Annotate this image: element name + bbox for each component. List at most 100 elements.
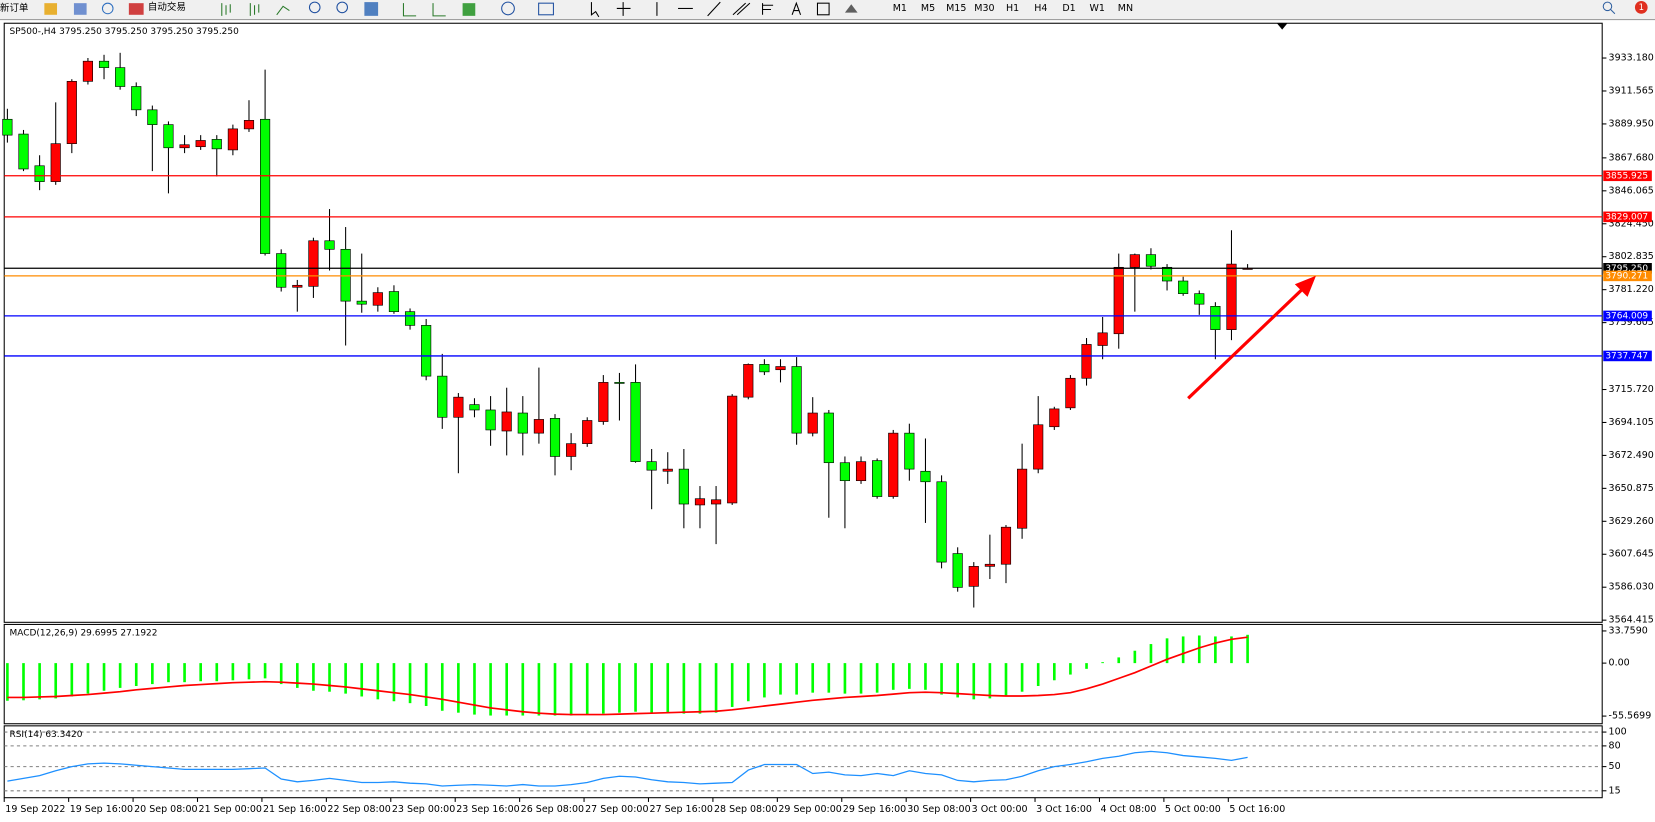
chart-type-icons[interactable] xyxy=(221,3,290,16)
icon[interactable] xyxy=(101,2,114,15)
timeframe-button[interactable]: H1 xyxy=(1006,3,1019,14)
timeframe-button[interactable]: M5 xyxy=(921,3,935,14)
candle-body xyxy=(195,140,206,148)
arrows-tool[interactable] xyxy=(844,4,858,13)
x-tick-label: 3 Oct 16:00 xyxy=(1036,804,1092,815)
candle-body xyxy=(984,563,995,567)
zoom-out[interactable] xyxy=(336,1,349,14)
notification-count: 1 xyxy=(1639,2,1644,12)
fibo-tool[interactable] xyxy=(762,3,774,15)
y-tick-label: 33.7590 xyxy=(1609,625,1648,636)
candle-body xyxy=(566,443,577,457)
candle-body xyxy=(453,396,464,418)
y-tick-label: 100 xyxy=(1609,727,1627,738)
candle-body xyxy=(872,460,883,497)
candle-body xyxy=(904,432,915,470)
text-tool[interactable] xyxy=(791,1,802,15)
y-tick-label: 3846.065 xyxy=(1609,185,1654,196)
timeframe-button[interactable]: D1 xyxy=(1062,3,1075,14)
panel-title: SP500-,H4 3795.250 3795.250 3795.250 379… xyxy=(10,27,240,37)
search-icon[interactable] xyxy=(1610,9,1616,15)
icon[interactable] xyxy=(249,3,260,16)
timeframe-button[interactable]: M30 xyxy=(974,3,994,14)
candle-body xyxy=(1097,332,1108,346)
x-tick-label: 30 Sep 08:00 xyxy=(907,804,970,815)
indicators-icon[interactable] xyxy=(462,3,476,16)
candle-body xyxy=(1081,344,1092,379)
price-label: 3829.007 xyxy=(1605,212,1648,222)
candle-body xyxy=(1178,280,1189,294)
timeframe-button[interactable]: W1 xyxy=(1090,3,1105,14)
candle-body xyxy=(292,284,303,288)
cursor-tool[interactable] xyxy=(590,2,600,18)
candle-body xyxy=(920,470,931,483)
y-tick-label: 3824.450 xyxy=(1609,218,1654,229)
candle-body xyxy=(356,300,367,305)
timeframe-button[interactable]: H4 xyxy=(1034,3,1047,14)
candle-body xyxy=(791,366,802,434)
timeframe-button[interactable]: M15 xyxy=(946,3,966,14)
candle-body xyxy=(1033,424,1044,470)
annotation-arrow xyxy=(1187,285,1307,400)
candle-body xyxy=(372,292,383,306)
candle-body xyxy=(662,468,673,472)
y-tick-label: 3933.180 xyxy=(1609,53,1654,64)
x-tick-label: 19 Sep 2022 xyxy=(5,804,65,815)
x-tick-label: 29 Sep 16:00 xyxy=(843,804,906,815)
templates-icon[interactable] xyxy=(538,2,554,16)
price-label: 3737.747 xyxy=(1605,351,1648,361)
candle-body xyxy=(243,120,255,130)
periods-icon[interactable] xyxy=(501,1,515,16)
new-order-button[interactable]: 新订单 xyxy=(0,2,29,14)
candle-body xyxy=(614,382,625,384)
price-label-box xyxy=(1603,211,1652,223)
crosshair-tool[interactable] xyxy=(616,2,631,16)
y-tick-label: -55.5699 xyxy=(1609,711,1652,722)
channel-tool[interactable] xyxy=(732,2,751,16)
panel-title: RSI(14) 63.3420 xyxy=(10,730,83,740)
candle-body xyxy=(807,412,818,434)
candle-body xyxy=(437,375,448,418)
candle-body xyxy=(501,411,512,432)
candle-body xyxy=(678,468,689,505)
y-tick-label: 15 xyxy=(1609,785,1621,796)
rsi-panel xyxy=(3,725,1603,799)
timeframe-button[interactable]: MN xyxy=(1118,3,1133,14)
x-tick-label: 28 Sep 08:00 xyxy=(714,804,777,815)
candle-body xyxy=(711,499,722,505)
candle-body xyxy=(839,462,850,482)
candle-body xyxy=(1113,266,1124,335)
price-label: 3790.271 xyxy=(1605,271,1648,281)
timeframes: M1 M5 M15 M30 H1 H4 D1 W1 MN xyxy=(893,3,1133,14)
price-label-box xyxy=(1603,350,1652,362)
icon[interactable] xyxy=(73,3,87,15)
y-tick-label: 3694.105 xyxy=(1609,417,1654,428)
notification-badge[interactable] xyxy=(1634,1,1648,14)
x-tick-label: 4 Oct 08:00 xyxy=(1101,804,1157,815)
search-icon[interactable] xyxy=(1602,1,1613,12)
candle-body xyxy=(211,139,222,150)
timeframe-button[interactable]: M1 xyxy=(893,3,907,14)
candle-body xyxy=(775,366,786,371)
candle-body xyxy=(694,498,706,506)
candle-body xyxy=(759,364,770,373)
icon[interactable] xyxy=(276,5,290,16)
icon[interactable] xyxy=(402,3,446,17)
candle-body xyxy=(630,382,641,462)
zoom-in[interactable] xyxy=(308,1,321,14)
icon[interactable] xyxy=(221,3,231,16)
tile-icon[interactable] xyxy=(364,2,379,16)
icon[interactable] xyxy=(44,3,58,15)
candle-body xyxy=(598,382,609,422)
candle-body xyxy=(517,412,528,434)
auto-trading-icon[interactable] xyxy=(128,3,144,15)
trendline-tool[interactable] xyxy=(707,1,721,17)
candle-body xyxy=(727,395,738,504)
candle-body xyxy=(324,240,335,250)
label-tool[interactable] xyxy=(816,2,830,16)
candle-body xyxy=(646,461,657,471)
candle-body xyxy=(276,253,287,288)
auto-trading-button[interactable]: 自动交易 xyxy=(148,1,186,13)
price-label-box xyxy=(1603,310,1652,322)
